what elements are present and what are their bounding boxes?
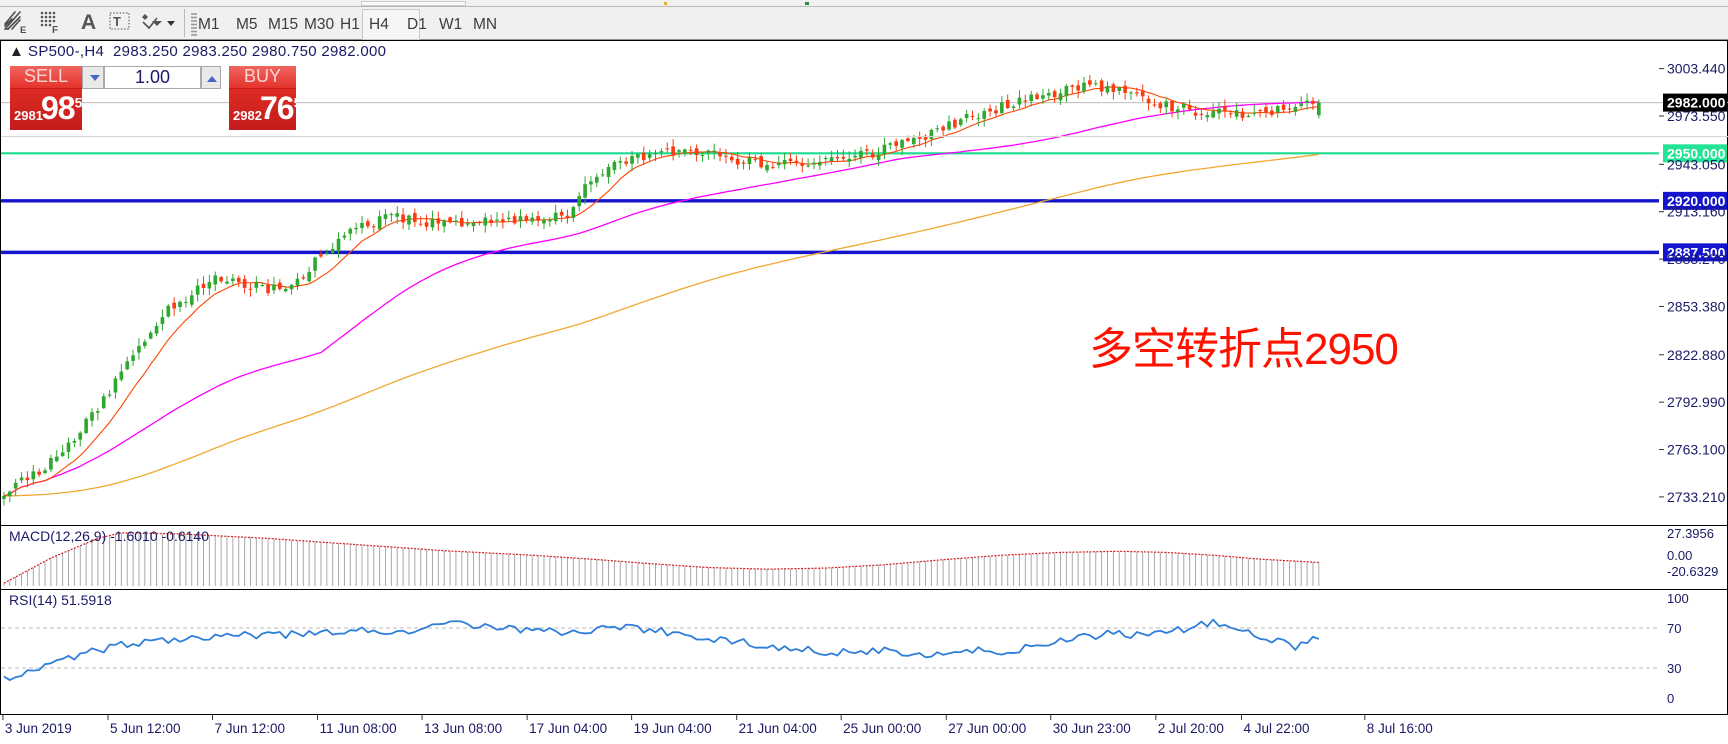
svg-text:3003.440: 3003.440 bbox=[1667, 61, 1726, 77]
svg-text:25 Jun 00:00: 25 Jun 00:00 bbox=[843, 721, 921, 736]
svg-text:17 Jun 04:00: 17 Jun 04:00 bbox=[529, 721, 607, 736]
svg-text:27.3956: 27.3956 bbox=[1667, 526, 1714, 541]
svg-text:5 Jun 12:00: 5 Jun 12:00 bbox=[110, 721, 181, 736]
svg-text:2913.160: 2913.160 bbox=[1667, 204, 1726, 220]
svg-text:100: 100 bbox=[1667, 591, 1689, 606]
svg-text:30 Jun 23:00: 30 Jun 23:00 bbox=[1053, 721, 1131, 736]
svg-text:0.00: 0.00 bbox=[1667, 548, 1692, 563]
svg-text:2763.100: 2763.100 bbox=[1667, 442, 1726, 458]
svg-text:2822.880: 2822.880 bbox=[1667, 347, 1726, 363]
svg-text:8 Jul 16:00: 8 Jul 16:00 bbox=[1367, 721, 1433, 736]
svg-text:2 Jul 20:00: 2 Jul 20:00 bbox=[1158, 721, 1224, 736]
svg-text:27 Jun 00:00: 27 Jun 00:00 bbox=[948, 721, 1026, 736]
svg-text:13 Jun 08:00: 13 Jun 08:00 bbox=[424, 721, 502, 736]
svg-text:3 Jun 2019: 3 Jun 2019 bbox=[5, 721, 72, 736]
svg-text:21 Jun 04:00: 21 Jun 04:00 bbox=[739, 721, 817, 736]
svg-text:0: 0 bbox=[1667, 691, 1674, 706]
svg-text:4 Jul 22:00: 4 Jul 22:00 bbox=[1244, 721, 1310, 736]
svg-text:70: 70 bbox=[1667, 621, 1681, 636]
svg-text:2973.550: 2973.550 bbox=[1667, 108, 1726, 124]
svg-text:19 Jun 04:00: 19 Jun 04:00 bbox=[634, 721, 712, 736]
svg-text:11 Jun 08:00: 11 Jun 08:00 bbox=[320, 721, 397, 736]
svg-text:2733.210: 2733.210 bbox=[1667, 489, 1726, 505]
svg-text:30: 30 bbox=[1667, 661, 1681, 676]
svg-text:-20.6329: -20.6329 bbox=[1667, 564, 1718, 579]
svg-text:2792.990: 2792.990 bbox=[1667, 394, 1726, 410]
svg-text:2883.270: 2883.270 bbox=[1667, 251, 1726, 267]
svg-text:7 Jun 12:00: 7 Jun 12:00 bbox=[214, 721, 285, 736]
svg-text:2853.380: 2853.380 bbox=[1667, 298, 1726, 314]
svg-text:2943.050: 2943.050 bbox=[1667, 156, 1726, 172]
